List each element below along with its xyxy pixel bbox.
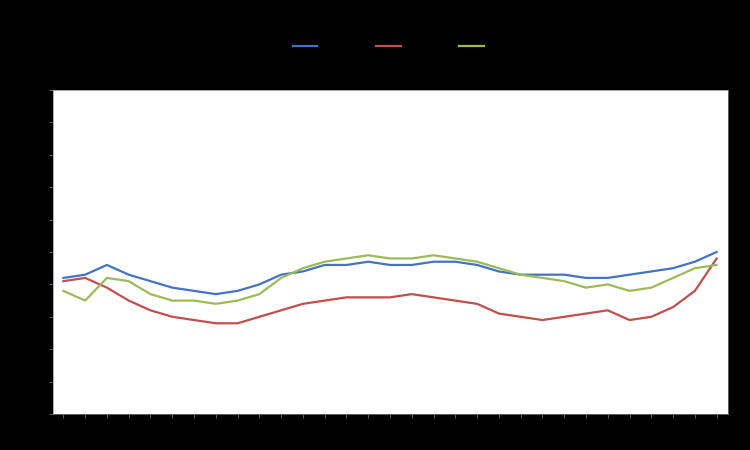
Legend: , , : , , (288, 37, 492, 56)
